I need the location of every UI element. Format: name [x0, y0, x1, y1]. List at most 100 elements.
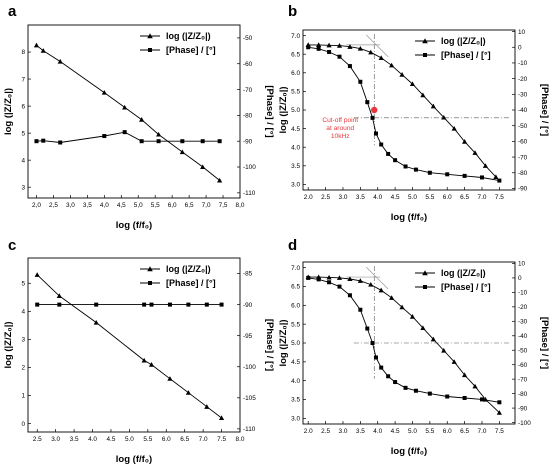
- y-tick-label: 5.5: [291, 321, 300, 328]
- data-point-square: [373, 131, 378, 136]
- series-line: [36, 44, 220, 181]
- data-point-triangle: [409, 314, 416, 319]
- data-point-square: [219, 302, 224, 307]
- data-point-square: [370, 341, 375, 345]
- y-tick-label: 6.5: [291, 51, 300, 58]
- y2-tick-label: -70: [518, 376, 528, 383]
- data-point-square: [167, 302, 172, 307]
- plot-frame: [27, 24, 241, 199]
- x-tick-label: 3.5: [356, 194, 365, 201]
- data-point-square: [327, 49, 332, 54]
- data-point-triangle: [336, 275, 343, 280]
- series-line: [36, 131, 220, 143]
- data-point-square: [379, 365, 384, 370]
- data-point-triangle: [441, 347, 447, 353]
- x-tick-label: 6.5: [460, 428, 469, 435]
- data-point-triangle: [357, 278, 363, 283]
- cutoff-point-marker: [371, 106, 378, 114]
- y2-tick-label: -50: [243, 35, 253, 42]
- x-tick-label: 5.5: [425, 194, 434, 201]
- y-tick-label: 4.5: [291, 126, 300, 133]
- y2-tick-label: -85: [243, 271, 253, 278]
- panel-letter: a: [8, 3, 17, 20]
- y-tick-label: 8: [21, 49, 25, 56]
- data-point-square: [306, 45, 311, 50]
- data-point-triangle: [93, 319, 99, 325]
- tangent-line: [365, 266, 389, 290]
- legend-triangle-marker: [422, 270, 428, 276]
- data-point-square: [156, 139, 161, 144]
- data-point-triangle: [472, 150, 478, 155]
- y-tick-label: 4: [21, 309, 25, 316]
- data-point-triangle: [179, 149, 185, 155]
- data-point-square: [337, 54, 342, 59]
- x-tick-label: 2,5: [49, 202, 58, 209]
- data-point-triangle: [389, 295, 395, 300]
- data-point-square: [445, 172, 450, 177]
- data-point-triangle: [57, 58, 63, 64]
- chart-panel-a: a 2,0 2,5 3,0 3,5 4,0 4,5 5,0 5,5 6,0 6,5 7,0 7,5 8,0…: [3, 3, 275, 231]
- y2-tick-label: -100: [243, 364, 256, 371]
- y-tick-label: 4.0: [291, 144, 300, 151]
- data-point-square: [57, 302, 62, 307]
- data-point-square: [180, 139, 185, 144]
- data-point-square: [403, 164, 408, 169]
- y2-tick-label: -10: [518, 290, 528, 297]
- x-tick-label: 5.0: [125, 436, 134, 443]
- data-point-square: [316, 277, 321, 282]
- y2-tick-label: -50: [518, 123, 528, 130]
- y2-tick-label: -30: [518, 92, 528, 99]
- plot-frame: [27, 257, 241, 433]
- x-tick-label: 5.5: [425, 428, 434, 435]
- y2-tick-label: -90: [518, 186, 528, 193]
- data-point-triangle: [204, 404, 210, 409]
- panel-letter: d: [288, 237, 297, 254]
- y2-tick-label: 0: [518, 275, 522, 282]
- data-point-triangle: [430, 336, 436, 342]
- data-point-square: [358, 79, 363, 84]
- data-point-triangle: [462, 372, 468, 378]
- data-point-triangle: [472, 383, 478, 389]
- y2-tick-label: -100: [518, 420, 531, 427]
- data-point-triangle: [347, 276, 353, 282]
- x-tick-label: 6.0: [443, 428, 452, 435]
- x-tick-label: 7,5: [219, 202, 228, 209]
- y-tick-label: 0: [21, 421, 25, 428]
- x-tick-label: 7,0: [202, 202, 211, 209]
- y2-tick-label: -90: [243, 302, 253, 309]
- y2-tick-label: -90: [243, 138, 253, 145]
- data-point-square: [200, 139, 205, 144]
- y-tick-label: 4.5: [291, 359, 300, 366]
- data-point-triangle: [218, 415, 225, 421]
- data-point-square: [35, 302, 40, 307]
- data-point-triangle: [101, 89, 107, 95]
- x-tick-label: 2.0: [304, 194, 313, 201]
- y2-tick-label: 10: [518, 29, 526, 36]
- data-point-triangle: [336, 43, 343, 48]
- x-tick-label: 4.5: [391, 194, 400, 201]
- y-axis-title: log (|Z/Z₀|): [3, 321, 14, 368]
- x-tick-label: 3.0: [339, 428, 348, 435]
- x-tick-label: 7.5: [495, 194, 504, 201]
- y-tick-label: 5.0: [291, 340, 300, 347]
- data-point-triangle: [357, 46, 363, 51]
- legend-entry: [Phase] / [°]: [441, 282, 491, 292]
- data-point-square: [204, 302, 209, 307]
- y2-axis-title: [Phase] / [°]: [264, 319, 275, 371]
- data-point-triangle: [155, 131, 162, 137]
- x-tick-label: 7.0: [478, 194, 487, 201]
- y2-tick-label: -80: [243, 113, 253, 120]
- data-point-square: [462, 173, 467, 178]
- y2-tick-label: -30: [518, 319, 528, 326]
- x-axis-title: log (f/f₀): [116, 220, 152, 231]
- y2-tick-label: -40: [518, 107, 528, 114]
- legend-square-marker: [148, 281, 152, 285]
- y2-tick-label: -40: [518, 333, 528, 340]
- x-tick-label: 3.0: [51, 436, 60, 443]
- data-point-triangle: [200, 164, 206, 169]
- legend-entry: log (|Z/Z₀|): [166, 31, 211, 41]
- y-tick-label: 4: [21, 157, 25, 164]
- data-point-triangle: [148, 362, 155, 367]
- x-tick-label: 7.0: [199, 436, 208, 443]
- y-tick-label: 6.0: [291, 303, 300, 310]
